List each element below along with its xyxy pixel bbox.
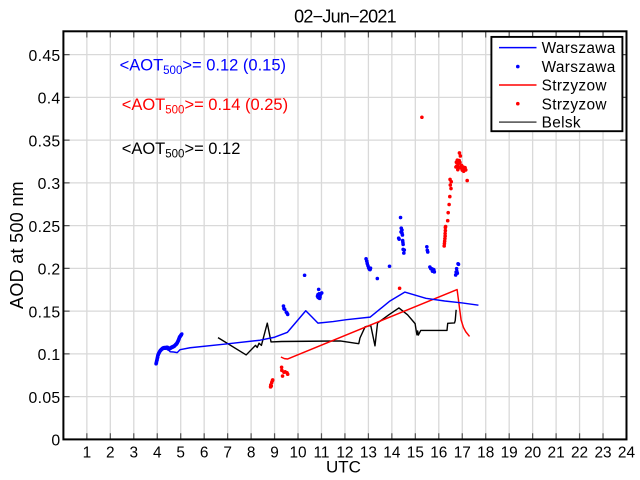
svg-text:7: 7 [223,444,232,461]
svg-text:Strzyzow: Strzyzow [542,96,608,113]
svg-text:Belsk: Belsk [542,115,581,132]
svg-text:21: 21 [548,444,565,461]
svg-text:0: 0 [51,433,60,450]
svg-text:15: 15 [407,444,424,461]
svg-text:3: 3 [130,444,139,461]
svg-text:24: 24 [618,444,636,461]
svg-text:22: 22 [571,444,588,461]
svg-text:Warszawa: Warszawa [542,59,616,76]
svg-text:10: 10 [289,444,306,461]
svg-text:12: 12 [336,444,353,461]
svg-text:0.35: 0.35 [29,133,61,150]
svg-text:Warszawa: Warszawa [542,40,616,57]
svg-text:8: 8 [247,444,256,461]
svg-text:14: 14 [383,444,401,461]
svg-text:0.2: 0.2 [38,262,61,279]
svg-text:6: 6 [200,444,209,461]
svg-text:20: 20 [524,444,541,461]
svg-text:AOD at 500 nm: AOD at 500 nm [7,181,27,309]
svg-text:<AOT500>= 0.12 (0.15): <AOT500>= 0.12 (0.15) [120,57,286,78]
svg-text:<AOT500>= 0.14 (0.25): <AOT500>= 0.14 (0.25) [122,96,288,117]
svg-text:0.15: 0.15 [29,304,61,321]
svg-text:13: 13 [360,444,377,461]
svg-text:0.3: 0.3 [38,176,61,193]
svg-text:18: 18 [477,444,494,461]
svg-text:0.45: 0.45 [29,48,61,65]
svg-text:<AOT500>= 0.12: <AOT500>= 0.12 [122,140,241,161]
svg-text:0.4: 0.4 [38,91,61,108]
svg-text:0.05: 0.05 [29,390,61,407]
svg-text:02−Jun−2021: 02−Jun−2021 [294,7,397,27]
svg-text:UTC: UTC [326,458,361,477]
svg-text:5: 5 [176,444,185,461]
svg-text:0.1: 0.1 [38,347,61,364]
svg-text:0.25: 0.25 [29,219,61,236]
svg-text:17: 17 [454,444,471,461]
svg-text:4: 4 [153,444,162,461]
svg-text:16: 16 [430,444,447,461]
svg-text:9: 9 [270,444,279,461]
svg-text:23: 23 [594,444,611,461]
svg-text:1: 1 [83,444,92,461]
svg-text:Strzyzow: Strzyzow [542,78,608,95]
svg-text:2: 2 [106,444,115,461]
svg-text:11: 11 [313,444,329,461]
svg-text:19: 19 [501,444,518,461]
